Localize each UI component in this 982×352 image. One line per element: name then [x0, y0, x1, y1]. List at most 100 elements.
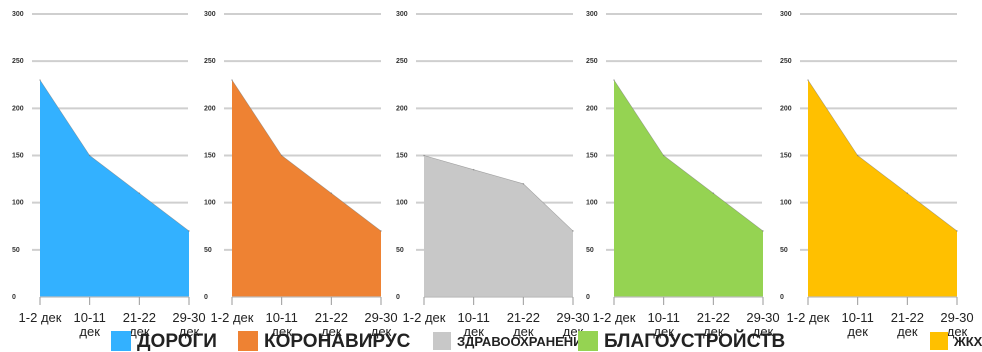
x-tick-label-line: дек — [703, 324, 724, 339]
x-tick-label-line: дек — [847, 324, 868, 339]
x-tick-label-line: 29-30 — [940, 310, 973, 325]
x-tick-label: 29-30 дек — [364, 310, 397, 339]
x-tick-label-line: дек — [753, 324, 774, 339]
legend-label-koronavirus: КОРОНАВИРУС — [264, 330, 411, 352]
x-tick-label: 1-2 дек — [403, 310, 446, 325]
data-point — [423, 154, 425, 157]
legend-swatch-blagoustroistvo — [578, 331, 598, 351]
legend-swatch-koronavirus — [238, 331, 258, 351]
x-tick-label-line: дек — [271, 324, 292, 339]
data-point — [906, 192, 909, 195]
area-outline — [231, 79, 382, 232]
x-tick-label: 29-30 дек — [172, 310, 205, 339]
x-tick-label: 10-11 дек — [458, 310, 490, 339]
area-outline — [423, 155, 574, 232]
y-tick-label: 300 — [586, 11, 598, 18]
legend-item-dorogi: ДОРОГИ — [111, 331, 217, 351]
data-point — [138, 192, 141, 195]
data-point — [522, 183, 525, 185]
legend-label-dorogi: ДОРОГИ — [137, 330, 217, 352]
y-tick-label: 50 — [204, 247, 212, 254]
x-tick-label: 1-2 дек — [19, 310, 62, 325]
x-tick-label-line: дек — [79, 324, 100, 339]
legend-swatch-dorogi — [111, 331, 131, 351]
data-point — [856, 154, 859, 157]
data-point — [188, 230, 190, 232]
y-tick-label: 250 — [780, 58, 792, 65]
data-point — [956, 230, 958, 232]
y-tick-label: 150 — [586, 153, 598, 160]
area-series — [614, 80, 763, 298]
legend-item-koronavirus: КОРОНАВИРУС — [238, 331, 410, 351]
y-tick-label: 100 — [780, 200, 792, 207]
x-tick-label-line: дек — [129, 324, 150, 339]
y-tick-label: 300 — [12, 11, 24, 18]
y-tick-label: 250 — [586, 58, 598, 65]
x-tick-label-line: дек — [179, 324, 200, 339]
x-tick-label: 21-22 дек — [507, 310, 540, 339]
data-point — [330, 192, 333, 195]
y-tick-label: 200 — [396, 105, 408, 112]
x-tick-label: 29-30 дек — [746, 310, 779, 339]
x-tick-label-line: 10-11 — [842, 310, 874, 325]
y-tick-label: 0 — [586, 294, 590, 301]
chart-panel-4: 0 50 100 150 200 250 300 1-2 дек 10-11 дек 21-22 де… — [586, 11, 780, 339]
y-tick-label: 200 — [12, 105, 24, 112]
x-tick-label: 10-11 дек — [648, 310, 680, 339]
x-tick-label-line: дек — [947, 324, 968, 339]
y-tick-label: 0 — [780, 294, 784, 301]
legend-label-blagoustroistvo: БЛАГОУСТРОЙСТВ — [604, 330, 786, 352]
y-tick-label: 100 — [586, 200, 598, 207]
y-tick-label: 300 — [780, 11, 792, 18]
x-tick-label-line: 10-11 — [74, 310, 106, 325]
area-series — [424, 155, 573, 297]
y-tick-label: 200 — [586, 105, 598, 112]
x-tick-label-line: 29-30 — [556, 310, 589, 325]
y-tick-label: 0 — [396, 294, 400, 301]
data-point — [280, 154, 283, 157]
x-tick-label-line: 21-22 — [315, 310, 348, 325]
data-point — [472, 168, 475, 171]
x-tick-label-line: 29-30 — [364, 310, 397, 325]
data-point — [807, 79, 809, 81]
legend-item-blagoustroistvo: БЛАГОУСТРОЙСТВ — [578, 331, 785, 351]
x-tick-label-line: 10-11 — [266, 310, 298, 325]
x-tick-label: 21-22 дек — [697, 310, 730, 339]
y-tick-label: 100 — [204, 200, 216, 207]
legend-swatch-zhkh — [930, 332, 948, 350]
area-series — [40, 80, 189, 298]
legend-label-zdravookhranenie: ЗДРАВООХРАНЕНИЕ — [457, 333, 592, 349]
x-tick-label: 1-2 дек — [593, 310, 636, 325]
y-tick-label: 150 — [396, 153, 408, 160]
x-tick-label-line: дек — [321, 324, 342, 339]
legend-label-zhkh: ЖКХ — [954, 333, 982, 349]
data-point — [39, 79, 41, 81]
x-tick-label: 29-30 дек — [940, 310, 973, 339]
x-tick-label: 21-22 дек — [123, 310, 156, 339]
y-tick-label: 50 — [12, 247, 20, 254]
x-tick-label-line: 21-22 — [507, 310, 540, 325]
y-tick-label: 0 — [12, 294, 16, 301]
x-tick-label-line: 29-30 — [172, 310, 205, 325]
y-tick-label: 50 — [586, 247, 594, 254]
x-tick-label: 10-11 дек — [842, 310, 874, 339]
legend-item-zhkh: ЖКХ — [930, 332, 982, 350]
y-tick-label: 100 — [12, 200, 24, 207]
y-tick-label: 150 — [12, 153, 24, 160]
x-tick-label-line: дек — [463, 324, 484, 339]
area-series — [808, 80, 957, 298]
data-point — [712, 192, 715, 195]
y-tick-label: 150 — [204, 153, 216, 160]
x-tick-label: 10-11 дек — [266, 310, 298, 339]
x-tick-label: 1-2 дек — [211, 310, 254, 325]
y-tick-label: 0 — [204, 294, 208, 301]
y-tick-label: 250 — [396, 58, 408, 65]
x-tick-label-line: дек — [371, 324, 392, 339]
legend-swatch-zdravookhranenie — [433, 332, 451, 350]
data-point — [380, 230, 382, 232]
y-tick-label: 250 — [12, 58, 24, 65]
y-tick-label: 50 — [780, 247, 788, 254]
